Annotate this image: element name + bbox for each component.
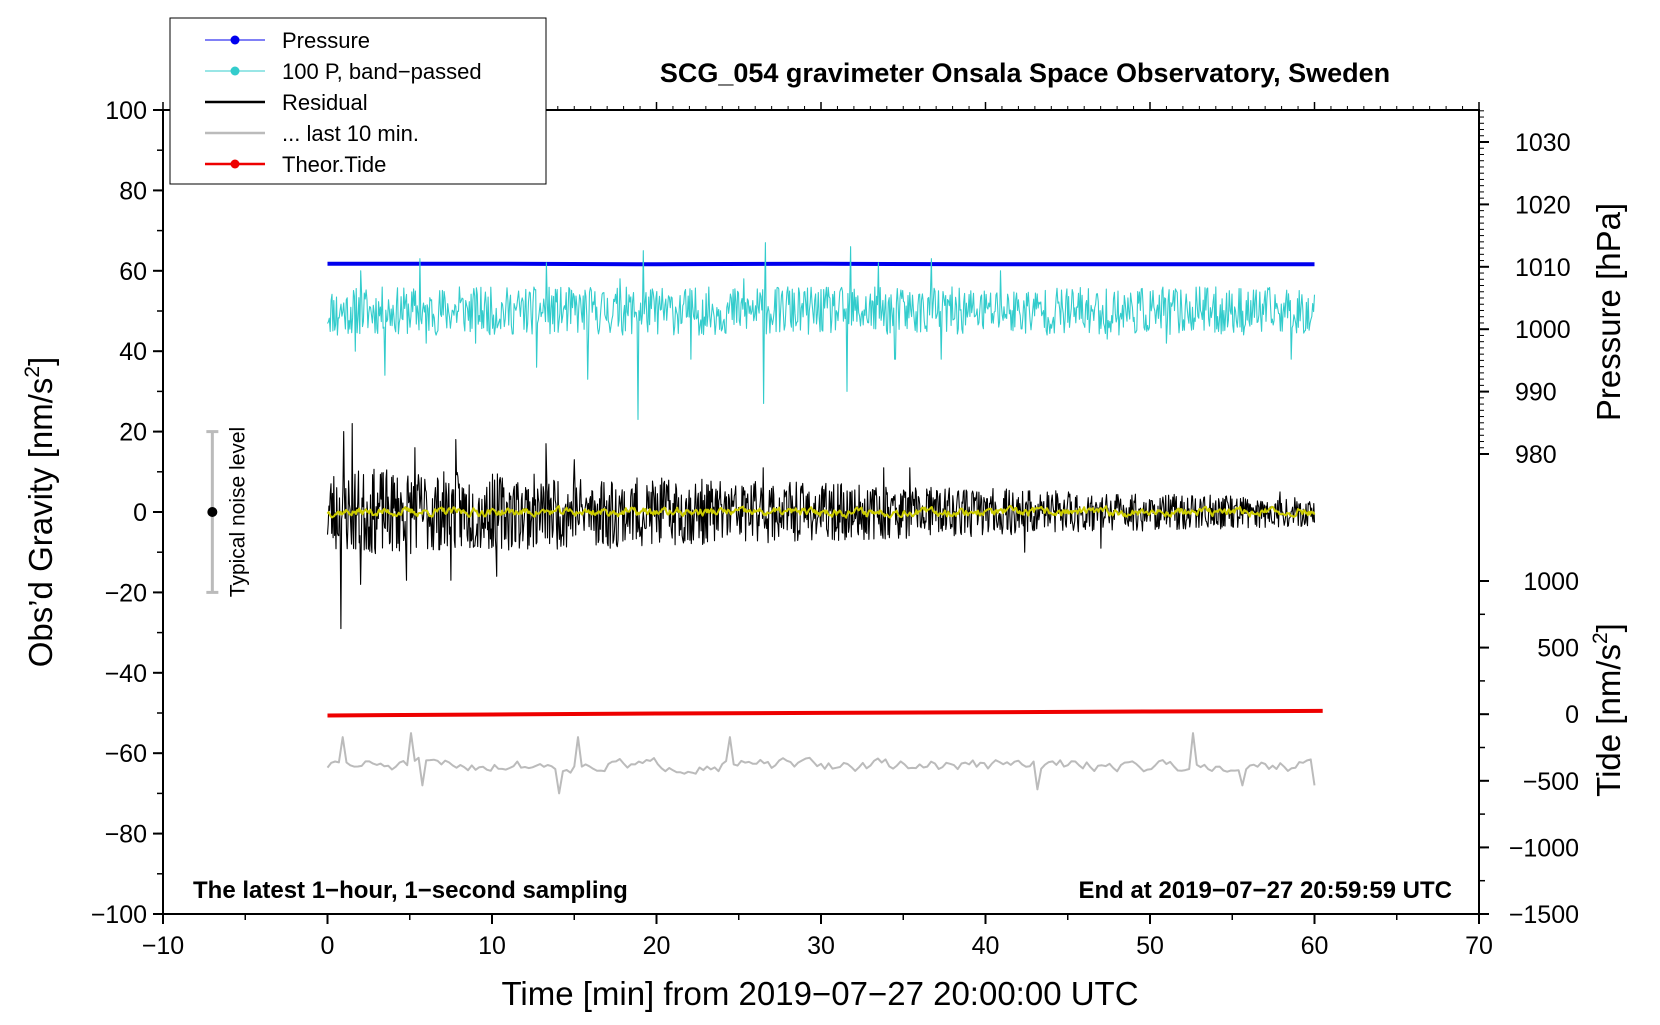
y-axis-title-left: Obs’d Gravity [nm/s2] xyxy=(21,357,59,668)
x-tick-label: 10 xyxy=(478,932,506,960)
series-theoretical-tide xyxy=(327,708,1323,718)
x-tick-label: 20 xyxy=(643,932,671,960)
pressure-tick-label: 1030 xyxy=(1515,129,1571,157)
x-tick-label: 70 xyxy=(1465,932,1493,960)
pressure-tick-label: 1000 xyxy=(1515,316,1571,344)
y-left-tick-label: 40 xyxy=(119,338,147,366)
x-tick-label: 50 xyxy=(1136,932,1164,960)
legend-label: Pressure xyxy=(282,28,370,53)
legend-swatch-marker xyxy=(230,159,240,169)
x-axis-title: Time [min] from 2019−07−27 20:00:00 UTC xyxy=(501,975,1138,1012)
noise-bar-center-dot xyxy=(207,507,218,517)
x-tick-label: −10 xyxy=(142,932,184,960)
tide-tick-label: −1500 xyxy=(1509,901,1579,929)
tide-title-sup: 2 xyxy=(1589,632,1612,644)
pressure-tick-label: 980 xyxy=(1515,441,1557,469)
series-residual xyxy=(326,423,1316,630)
legend-label: Theor.Tide xyxy=(282,152,386,177)
tide-tick-label: 1000 xyxy=(1523,568,1579,596)
y-left-tick-label: −100 xyxy=(91,901,147,929)
tide-title-base: Tide [nm/s xyxy=(1590,644,1627,797)
y-left-tick-label: 0 xyxy=(133,499,147,527)
y-left-tick-label: −40 xyxy=(105,660,147,688)
y-left-tick-label: 100 xyxy=(105,97,147,125)
legend-label: Residual xyxy=(282,90,368,115)
tide-tick-label: −500 xyxy=(1523,768,1579,796)
tide-tick-label: 0 xyxy=(1565,701,1579,729)
tide-title-end: ] xyxy=(1590,623,1627,632)
legend: Pressure 100 P, band−passed Residual ... la… xyxy=(169,17,547,185)
x-tick-label: 30 xyxy=(807,932,835,960)
y-left-tick-label: −20 xyxy=(105,579,147,607)
legend-swatch-marker xyxy=(230,35,240,45)
legend-swatch-marker xyxy=(230,66,240,76)
chart-title: SCG_054 gravimeter Onsala Space Observat… xyxy=(660,58,1390,88)
noise-level-indicator: Typical noise level xyxy=(206,427,249,597)
series-residual-smoothed xyxy=(326,505,1316,519)
axis-tick-labels: −10 0 10 20 30 40 50 60 70−100−80−60−40−20020406… xyxy=(91,97,1579,960)
noise-level-label: Typical noise level xyxy=(226,427,249,597)
y-left-title-sup: 2 xyxy=(21,366,44,378)
x-tick-label: 0 xyxy=(321,932,335,960)
series-last-10-min xyxy=(326,732,1316,795)
y-left-tick-label: −80 xyxy=(105,821,147,849)
axis-ticks xyxy=(153,102,1489,924)
pressure-tick-label: 990 xyxy=(1515,379,1557,407)
y-left-tick-label: −60 xyxy=(105,740,147,768)
annotation-sampling: The latest 1−hour, 1−second sampling xyxy=(193,877,628,904)
y-left-tick-label: 20 xyxy=(119,419,147,447)
legend-label: 100 P, band−passed xyxy=(282,59,482,84)
series-layer xyxy=(326,242,1323,795)
tide-tick-label: 500 xyxy=(1537,635,1579,663)
x-tick-label: 40 xyxy=(972,932,1000,960)
y-left-title-base: Obs’d Gravity [nm/s xyxy=(22,378,59,668)
series-pressure xyxy=(327,261,1315,267)
y-left-title-end: ] xyxy=(22,357,59,366)
y-axis-title-tide: Tide [nm/s2] xyxy=(1589,623,1627,797)
tide-tick-label: −1000 xyxy=(1509,834,1579,862)
annotation-end-time: End at 2019−07−27 20:59:59 UTC xyxy=(1078,877,1452,904)
y-left-tick-label: 80 xyxy=(119,177,147,205)
legend-label: ... last 10 min. xyxy=(282,121,419,146)
x-tick-label: 60 xyxy=(1301,932,1329,960)
y-left-tick-label: 60 xyxy=(119,258,147,286)
y-axis-title-pressure: Pressure [hPa] xyxy=(1590,203,1627,421)
pressure-tick-label: 1010 xyxy=(1515,254,1571,282)
pressure-tick-label: 1020 xyxy=(1515,191,1571,219)
series-pressure-bandpassed xyxy=(327,242,1316,421)
